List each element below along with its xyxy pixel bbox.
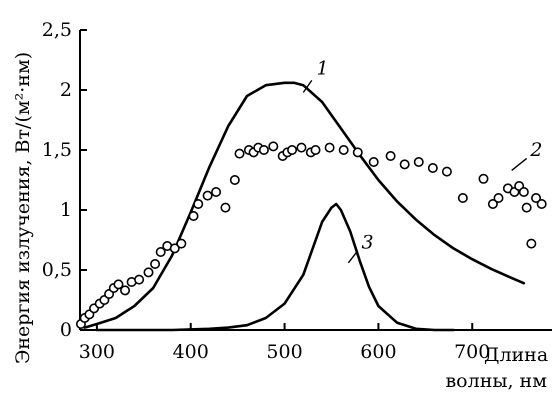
- data-point: [188, 211, 199, 222]
- x-axis-title-line2: волны, нм: [445, 370, 547, 392]
- data-point: [531, 193, 542, 204]
- data-point: [441, 166, 452, 177]
- y-tick-label: 1,5: [42, 139, 72, 161]
- curve-leader-3: [347, 250, 359, 264]
- data-point: [113, 279, 124, 290]
- data-point: [229, 175, 240, 186]
- data-point: [368, 157, 379, 168]
- data-point: [324, 142, 335, 153]
- data-point: [143, 267, 154, 278]
- data-point: [338, 145, 349, 156]
- data-point: [120, 285, 131, 296]
- data-point: [258, 145, 269, 156]
- x-tick-label: 600: [360, 341, 396, 363]
- curve-label-2: 2: [529, 139, 542, 161]
- data-point: [211, 187, 222, 198]
- y-tick-label: 1: [60, 199, 72, 221]
- data-point: [155, 247, 166, 258]
- data-point: [234, 148, 245, 159]
- x-tick-label: 400: [173, 341, 209, 363]
- curve-leader-2: [511, 157, 528, 171]
- data-point: [536, 199, 547, 210]
- y-axis-title: Энергия излучения, Вт/(м²·нм): [12, 52, 34, 364]
- labels-layer: 1 2 3: [302, 57, 543, 264]
- series-line-3: [95, 202, 455, 332]
- y-tick-label: 2,5: [42, 19, 72, 41]
- data-point: [134, 274, 145, 285]
- data-point: [413, 157, 424, 168]
- data-point: [193, 199, 204, 210]
- y-tick-label: 0,5: [42, 259, 72, 281]
- x-tick-label: 300: [79, 341, 115, 363]
- data-point: [493, 193, 504, 204]
- curve-label-3: 3: [362, 231, 374, 253]
- y-tick-label: 0: [60, 319, 72, 341]
- data-point: [478, 173, 489, 184]
- data-point: [287, 145, 298, 156]
- data-point: [202, 190, 213, 201]
- data-point: [268, 141, 279, 152]
- data-point: [399, 159, 410, 170]
- y-tick-label: 2: [60, 79, 72, 101]
- data-point: [487, 199, 498, 210]
- data-point: [176, 238, 187, 249]
- x-tick-label: 700: [454, 341, 490, 363]
- data-point: [169, 243, 180, 254]
- data-point: [385, 151, 396, 162]
- data-point: [427, 163, 438, 174]
- series-layer: [75, 81, 547, 332]
- data-point: [521, 202, 532, 213]
- x-tick-label: 500: [266, 341, 302, 363]
- data-point: [150, 258, 161, 269]
- axes: 0 0,5 1 1,5 2 2,5 300 400 500 600 700: [42, 19, 552, 363]
- data-point: [526, 238, 537, 249]
- data-point: [352, 147, 363, 158]
- data-point: [518, 187, 529, 198]
- curve-label-1: 1: [316, 57, 328, 79]
- x-axis-title-line1: Длина: [484, 344, 548, 366]
- data-point: [296, 142, 307, 153]
- curve-leader-1: [302, 79, 313, 93]
- data-point: [310, 145, 321, 156]
- series-line-1: [83, 81, 526, 329]
- data-point: [457, 193, 468, 204]
- data-point: [220, 202, 231, 213]
